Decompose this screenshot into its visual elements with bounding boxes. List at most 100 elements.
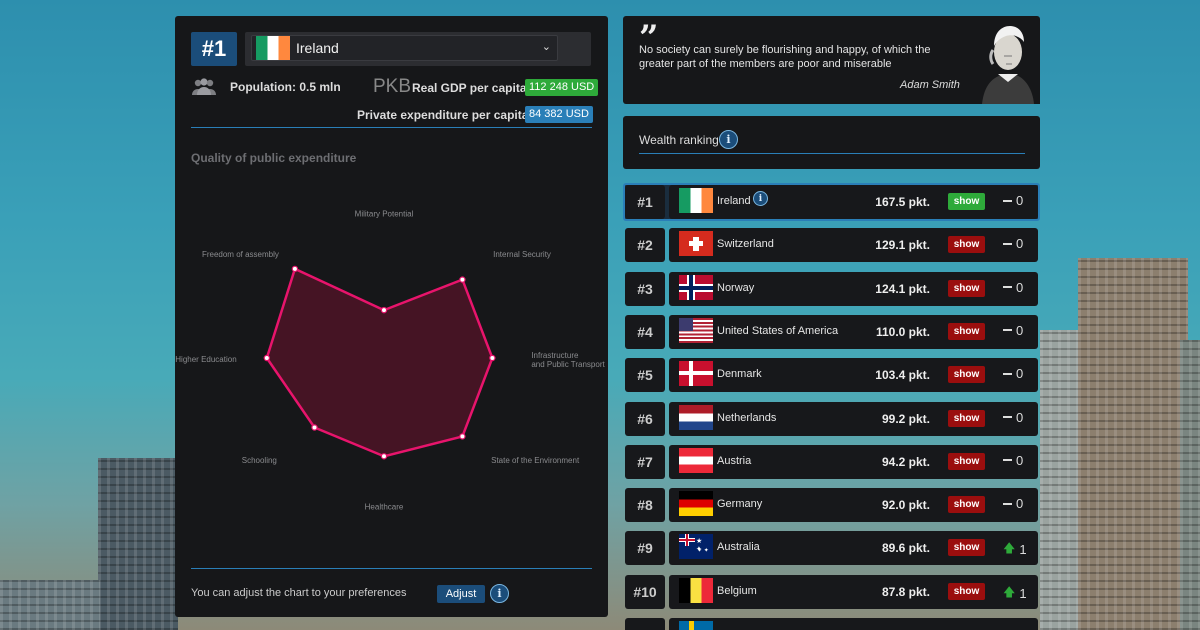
radar-axis-label-line: Internal Security bbox=[493, 250, 551, 259]
ranking-country-name: Norway bbox=[717, 281, 755, 294]
ranking-row-body[interactable]: Belgium 87.8 pkt. show 🡅 1 bbox=[669, 574, 1038, 609]
quote-text: No society can surely be flourishing and… bbox=[639, 44, 931, 70]
ranking-number: #2 bbox=[625, 228, 665, 263]
building bbox=[1040, 330, 1080, 630]
chevron-down-icon[interactable]: ⌄ bbox=[541, 41, 551, 53]
building bbox=[1078, 258, 1188, 630]
rank-change-value: 0 bbox=[1016, 322, 1024, 338]
dk-flag-icon bbox=[679, 361, 713, 387]
ranking-country-name: Switzerland bbox=[717, 238, 774, 251]
show-button[interactable]: show bbox=[948, 366, 985, 384]
ranking-row[interactable]: #8 Germany 92.0 pkt. show 0 bbox=[623, 486, 1040, 524]
population-text: Population: 0.5 mln bbox=[230, 80, 341, 94]
ranking-row-body[interactable]: United States of America 110.0 pkt. show 0 bbox=[669, 314, 1038, 349]
show-button[interactable]: show bbox=[948, 279, 985, 297]
building bbox=[98, 458, 178, 630]
show-button[interactable]: show bbox=[948, 322, 985, 340]
ranking-row[interactable] bbox=[623, 616, 1040, 630]
rank-change-value: 1 bbox=[1019, 542, 1027, 558]
ranking-row-body[interactable]: Ireland i 167.5 pkt. show 0 bbox=[669, 185, 1038, 219]
country-select-box[interactable]: Ireland ⌄ bbox=[251, 35, 558, 61]
radar-area bbox=[265, 267, 494, 458]
ranking-row[interactable]: #5 Denmark 103.4 pkt. show 0 bbox=[623, 356, 1040, 394]
show-button[interactable]: show bbox=[948, 409, 985, 427]
ranking-row[interactable]: #3 Norway 124.1 pkt. show 0 bbox=[623, 270, 1040, 308]
radar-axis-label: Internal Security bbox=[493, 250, 551, 259]
ranking-row[interactable]: #6 Netherlands 99.2 pkt. show 0 bbox=[623, 400, 1040, 438]
show-button[interactable]: show bbox=[948, 582, 985, 600]
ranking-country-name: Belgium bbox=[717, 584, 757, 597]
ranking-points: 110.0 pkt. bbox=[875, 324, 930, 339]
no-change-icon bbox=[1003, 242, 1012, 245]
ranking-number: #3 bbox=[625, 271, 665, 306]
radar-axis-label-line: Infrastructure bbox=[531, 351, 579, 360]
ranking-row[interactable]: #4 United States of America 110.0 pkt. show… bbox=[623, 313, 1040, 351]
ie-flag-icon bbox=[679, 188, 713, 213]
radar-axis-label-line: Higher Education bbox=[175, 355, 236, 364]
ranking-row[interactable]: #7 Austria 94.2 pkt. show 0 bbox=[623, 443, 1040, 481]
no-change-icon bbox=[1003, 416, 1012, 418]
ranking-points: 99.2 pkt. bbox=[881, 411, 930, 426]
private-expenditure-badge: 84 382 USD bbox=[525, 106, 593, 123]
radar-axis-label-line: Freedom of assembly bbox=[202, 250, 279, 259]
ranking-row-body[interactable]: Netherlands 99.2 pkt. show 0 bbox=[669, 401, 1038, 436]
no-change-icon bbox=[1003, 502, 1012, 505]
ranking-number: #9 bbox=[625, 531, 665, 566]
ranking-points: 124.1 pkt. bbox=[875, 281, 930, 296]
info-icon[interactable]: i bbox=[490, 584, 509, 603]
rank-change: 0 bbox=[1003, 323, 1023, 338]
rank-change: 0 bbox=[1003, 410, 1023, 425]
radar-axis-label-line: Healthcare bbox=[365, 502, 404, 511]
ranking-row[interactable]: #2 Switzerland 129.1 pkt. show 0 bbox=[623, 226, 1040, 264]
radar-axis-label: Higher Education bbox=[175, 355, 236, 364]
ranking-row-body[interactable]: Germany 92.0 pkt. show 0 bbox=[669, 488, 1038, 523]
ranking-number: #6 bbox=[625, 401, 665, 436]
wealth-ranking-panel: Wealth ranking i bbox=[623, 116, 1040, 169]
country-select[interactable]: Ireland ⌄ bbox=[245, 32, 591, 66]
ranking-row-body[interactable]: Australia 89.6 pkt. show 🡅1 bbox=[669, 531, 1038, 566]
be-flag-icon bbox=[679, 577, 713, 603]
info-icon[interactable]: i bbox=[719, 130, 738, 149]
ranking-row-body[interactable]: Switzerland 129.1 pkt. show 0 bbox=[669, 228, 1038, 263]
show-button[interactable]: show bbox=[948, 539, 985, 557]
show-button[interactable]: show bbox=[948, 452, 985, 470]
ranking-points: 103.4 pkt. bbox=[875, 368, 930, 383]
ranking-row[interactable]: #10 Belgium 87.8 pkt. show 🡅 1 bbox=[623, 573, 1040, 611]
ranking-number: #10 bbox=[625, 574, 665, 609]
info-icon[interactable]: i bbox=[753, 191, 768, 206]
ranking-row[interactable]: #9 Australia 89.6 pkt. show 🡅1 bbox=[623, 529, 1040, 567]
ranking-row-body[interactable]: Austria 94.2 pkt. show 0 bbox=[669, 444, 1038, 479]
gdp-value-badge: 112 248 USD bbox=[525, 79, 599, 96]
show-button[interactable]: show bbox=[948, 496, 985, 514]
arrow-up-icon: 🡅 bbox=[1003, 584, 1016, 599]
de-flag-icon bbox=[679, 491, 713, 517]
ranking-row-body[interactable] bbox=[669, 618, 1038, 630]
ranking-country-name: Ireland bbox=[717, 195, 751, 207]
quote-mark-icon: ” bbox=[639, 18, 659, 58]
ranking-points: 94.2 pkt. bbox=[881, 454, 930, 469]
radar-point bbox=[489, 354, 496, 362]
ranking-points: 89.6 pkt. bbox=[881, 541, 930, 556]
adjust-button[interactable]: Adjust bbox=[437, 585, 485, 603]
radar-point bbox=[459, 276, 466, 283]
ranking-country-name: United States of America bbox=[717, 324, 839, 337]
quote-author: Adam Smith bbox=[900, 79, 960, 91]
show-button[interactable]: show bbox=[948, 236, 985, 254]
nl-flag-icon bbox=[679, 404, 713, 430]
country-rank-badge: #1 bbox=[191, 32, 237, 66]
ireland-flag-icon bbox=[256, 36, 290, 60]
rank-change-value: 0 bbox=[1016, 366, 1024, 382]
ranking-country-name: Netherlands bbox=[717, 411, 777, 424]
rank-change-value: 0 bbox=[1016, 236, 1024, 252]
radar-point bbox=[459, 433, 466, 440]
radar-axis-label: Military Potential bbox=[355, 210, 414, 219]
ranking-row[interactable]: #1 Ireland i 167.5 pkt. show 0 bbox=[623, 183, 1040, 221]
show-button[interactable]: show bbox=[948, 193, 985, 210]
rank-change: 0 bbox=[1003, 366, 1023, 381]
ranking-row-body[interactable]: Norway 124.1 pkt. show 0 bbox=[669, 271, 1038, 306]
ranking-number: #1 bbox=[625, 185, 665, 219]
se-flag-icon bbox=[679, 621, 713, 630]
ranking-points: 87.8 pkt. bbox=[881, 584, 930, 599]
ranking-number: #7 bbox=[625, 444, 665, 479]
ranking-row-body[interactable]: Denmark 103.4 pkt. show 0 bbox=[669, 358, 1038, 393]
